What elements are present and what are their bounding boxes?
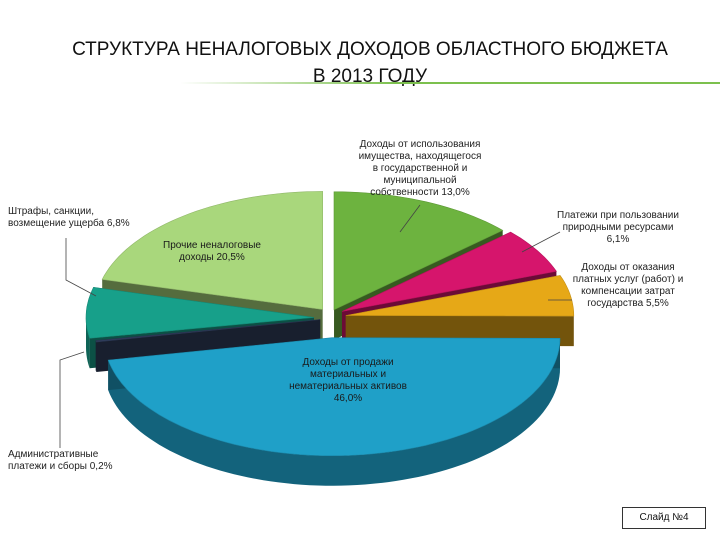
chart-title-line-2: В 2013 ГОДУ: [312, 66, 428, 87]
slice-label-2: Доходы от оказания платных услуг (работ) …: [573, 262, 684, 309]
slice-label-6: Прочие неналоговые доходы 20,5%: [163, 240, 261, 263]
leader-line-1: [521, 231, 561, 253]
slice-label-1-line-2: 6,1%: [607, 234, 630, 245]
slice-label-2-line-0: Доходы от оказания: [581, 262, 674, 273]
slice-label-4-line-0: Административные: [8, 449, 99, 460]
slice-label-0-line-2: в государственной и: [373, 163, 468, 174]
slice-label-1: Платежи при пользовании природными ресурс…: [557, 210, 679, 245]
slice-label-0-line-3: муниципальной: [383, 175, 456, 186]
slice-label-2-line-3: государства 5,5%: [587, 298, 669, 309]
slice-label-5-line-1: возмещение ущерба 6,8%: [8, 217, 130, 229]
slice-label-4-line-1: платежи и сборы 0,2%: [8, 460, 113, 472]
slice-label-0-line-0: Доходы от использования: [360, 139, 481, 150]
slice-label-1-line-1: природными ресурсами: [563, 222, 674, 233]
pie-slice-2: [345, 275, 575, 317]
slice-label-3-line-1: материальных и: [310, 369, 386, 380]
slice-label-5: Штрафы, санкции, возмещение ущерба 6,8%: [8, 205, 130, 229]
slice-label-0-line-1: имущества, находящегося: [359, 151, 482, 162]
slice-label-6-line-1: доходы 20,5%: [179, 252, 245, 263]
title-underline: [180, 82, 720, 84]
slice-label-5-line-0: Штрафы, санкции,: [8, 205, 94, 217]
pie-slices: [85, 191, 575, 486]
slide-number-badge: Слайд №4: [622, 507, 706, 529]
slice-label-1-line-0: Платежи при пользовании: [557, 210, 679, 221]
pie-slice-3: [107, 337, 561, 456]
slice-wall-3: [108, 338, 560, 486]
slice-label-3-line-0: Доходы от продажи: [302, 357, 393, 368]
slice-label-6-line-0: Прочие неналоговые: [163, 240, 261, 251]
slice-label-2-line-2: компенсации затрат: [581, 286, 675, 297]
slice-labels: Доходы от использования имущества, находя…: [8, 139, 683, 472]
leader-line-0: [399, 204, 421, 233]
chart-title-line-1: СТРУКТУРА НЕНАЛОГОВЫХ ДОХОДОВ ОБЛАСТНОГО…: [72, 39, 668, 60]
slice-label-0-line-4: собственности 13,0%: [370, 186, 470, 198]
slice-label-3: Доходы от продажи материальных и нематериа…: [289, 357, 407, 404]
slice-label-4: Административные платежи и сборы 0,2%: [8, 449, 113, 472]
leader-line-5: [65, 238, 97, 297]
pie-slice-0: [333, 191, 504, 311]
pie-slice-1: [341, 231, 557, 312]
pie-slice-6: [101, 191, 323, 310]
slice-label-0: Доходы от использования имущества, находя…: [359, 139, 482, 198]
pie-slice-4: [95, 319, 321, 343]
chart-title: СТРУКТУРА НЕНАЛОГОВЫХ ДОХОДОВ ОБЛАСТНОГО…: [40, 36, 700, 90]
slice-wall-5: [86, 317, 90, 369]
leader-lines: [59, 204, 572, 448]
slice-label-2-line-1: платных услуг (работ) и: [573, 273, 684, 285]
slice-label-3-line-2: нематериальных активов: [289, 381, 407, 392]
leader-line-4: [59, 351, 85, 448]
slice-label-3-line-3: 46,0%: [334, 393, 362, 404]
